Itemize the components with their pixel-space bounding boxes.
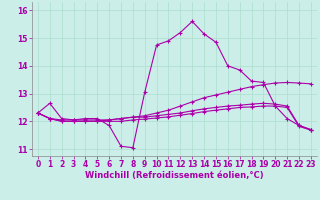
X-axis label: Windchill (Refroidissement éolien,°C): Windchill (Refroidissement éolien,°C) <box>85 171 264 180</box>
